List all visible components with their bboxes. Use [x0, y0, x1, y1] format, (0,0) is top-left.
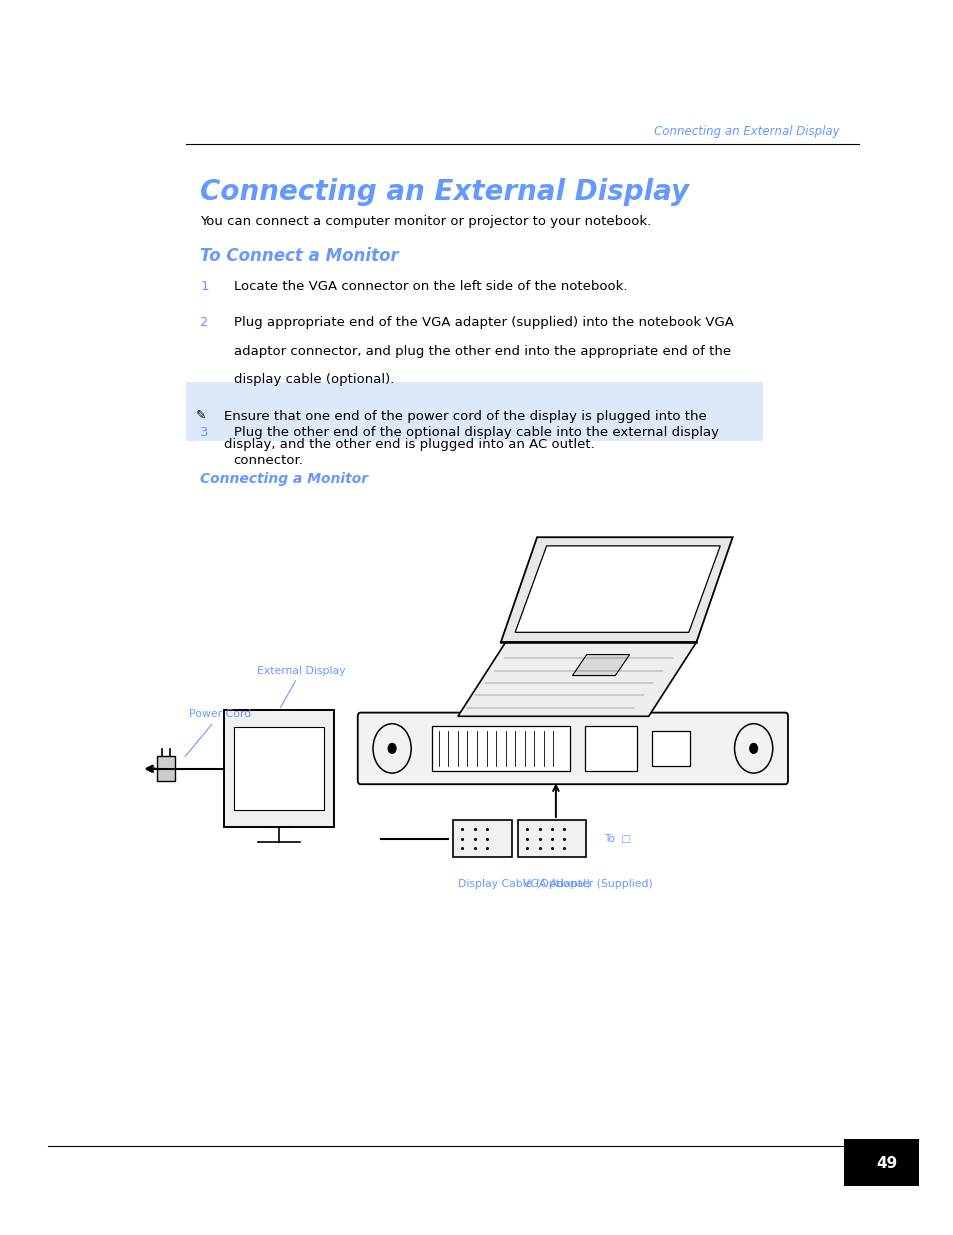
Text: ✎: ✎ — [195, 409, 206, 421]
Bar — [517, 820, 586, 857]
Text: Connecting a Monitor: Connecting a Monitor — [200, 472, 368, 485]
FancyBboxPatch shape — [357, 713, 787, 784]
Bar — [224, 710, 334, 827]
Text: VGA Adapter (Supplied): VGA Adapter (Supplied) — [522, 879, 652, 889]
Text: 3: 3 — [200, 426, 209, 440]
Text: Plug appropriate end of the VGA adapter (supplied) into the notebook VGA: Plug appropriate end of the VGA adapter … — [233, 316, 733, 330]
Bar — [651, 731, 689, 766]
Text: Display Cable (Optional): Display Cable (Optional) — [457, 879, 590, 889]
Polygon shape — [572, 655, 629, 676]
Text: Ensure that one end of the power cord of the display is plugged into the: Ensure that one end of the power cord of… — [224, 410, 706, 424]
FancyBboxPatch shape — [186, 382, 762, 441]
Text: connector.: connector. — [233, 454, 303, 468]
Text: Connecting an External Display: Connecting an External Display — [200, 178, 689, 206]
Bar — [432, 726, 570, 771]
Bar — [157, 756, 174, 782]
Polygon shape — [500, 537, 732, 642]
Bar — [843, 1139, 918, 1186]
Text: Locate the VGA connector on the left side of the notebook.: Locate the VGA connector on the left sid… — [233, 280, 626, 294]
Text: To Connect a Monitor: To Connect a Monitor — [200, 247, 398, 266]
Text: External Display: External Display — [256, 666, 345, 708]
Text: adaptor connector, and plug the other end into the appropriate end of the: adaptor connector, and plug the other en… — [233, 345, 730, 358]
Text: 2: 2 — [200, 316, 209, 330]
Text: Power Cord: Power Cord — [185, 709, 251, 757]
Circle shape — [749, 743, 757, 753]
Polygon shape — [457, 642, 696, 716]
Text: 1: 1 — [200, 280, 209, 294]
Text: display, and the other end is plugged into an AC outlet.: display, and the other end is plugged in… — [224, 438, 595, 452]
Bar — [233, 727, 324, 810]
Text: To  □: To □ — [603, 834, 630, 844]
Text: display cable (optional).: display cable (optional). — [233, 373, 394, 387]
Bar — [584, 726, 637, 771]
Text: 49: 49 — [876, 1156, 897, 1171]
Circle shape — [388, 743, 395, 753]
Text: You can connect a computer monitor or projector to your notebook.: You can connect a computer monitor or pr… — [200, 215, 651, 228]
Bar — [453, 820, 512, 857]
Text: Connecting an External Display: Connecting an External Display — [653, 125, 839, 138]
Text: Plug the other end of the optional display cable into the external display: Plug the other end of the optional displ… — [233, 426, 718, 440]
Polygon shape — [515, 546, 720, 632]
